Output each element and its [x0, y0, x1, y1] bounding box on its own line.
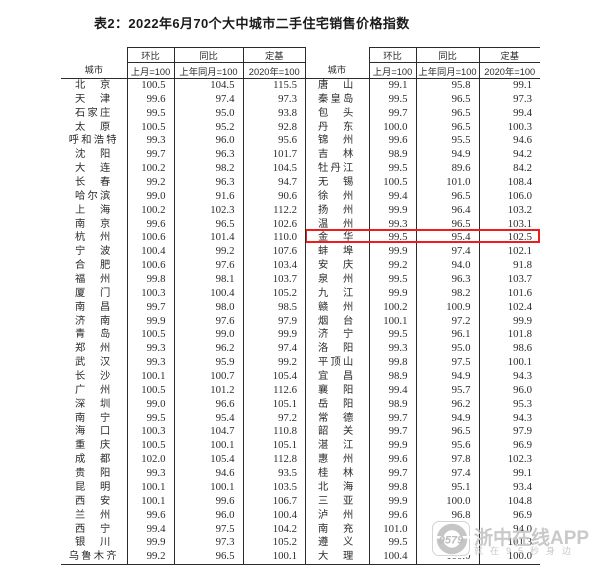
svg-text:0579: 0579	[439, 535, 464, 547]
